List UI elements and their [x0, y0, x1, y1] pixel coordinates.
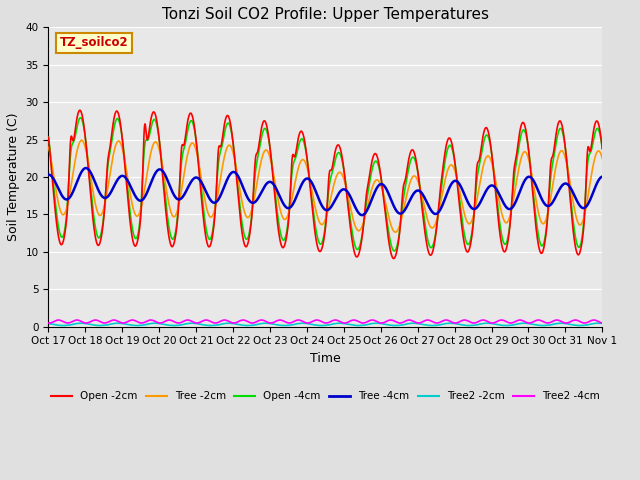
Open -2cm: [230, 149, 238, 155]
Open -4cm: [45, 134, 52, 140]
Tree2 -4cm: [45, 320, 52, 326]
Tree2 -4cm: [598, 320, 606, 326]
Tree2 -4cm: [580, 320, 588, 326]
Tree2 -4cm: [572, 317, 579, 323]
Tree2 -2cm: [598, 321, 606, 326]
Tree -4cm: [412, 188, 420, 194]
Tree2 -2cm: [484, 320, 492, 326]
Open -4cm: [484, 134, 492, 140]
Tree2 -4cm: [168, 318, 175, 324]
Tree -2cm: [484, 153, 492, 159]
Text: TZ_soilco2: TZ_soilco2: [60, 36, 128, 49]
Line: Tree -4cm: Tree -4cm: [49, 168, 602, 215]
Tree -2cm: [45, 144, 52, 150]
Tree2 -2cm: [520, 320, 528, 326]
Open -2cm: [390, 256, 397, 262]
Tree -4cm: [168, 188, 176, 194]
Open -2cm: [533, 235, 541, 240]
Title: Tonzi Soil CO2 Profile: Upper Temperatures: Tonzi Soil CO2 Profile: Upper Temperatur…: [162, 7, 489, 22]
Open -2cm: [155, 131, 163, 136]
Line: Open -4cm: Open -4cm: [49, 118, 602, 251]
Line: Tree -2cm: Tree -2cm: [49, 140, 602, 232]
Line: Tree2 -2cm: Tree2 -2cm: [49, 323, 602, 325]
Open -2cm: [168, 244, 176, 250]
Tree2 -4cm: [532, 317, 540, 323]
Open -4cm: [168, 236, 176, 241]
Y-axis label: Soil Temperature (C): Soil Temperature (C): [7, 113, 20, 241]
Tree -4cm: [45, 172, 52, 178]
Open -4cm: [598, 145, 606, 151]
Tree -2cm: [533, 204, 541, 210]
Line: Open -2cm: Open -2cm: [49, 110, 602, 259]
Legend: Open -2cm, Tree -2cm, Open -4cm, Tree -4cm, Tree2 -2cm, Tree2 -4cm: Open -2cm, Tree -2cm, Open -4cm, Tree -4…: [47, 387, 604, 406]
Open -4cm: [77, 115, 84, 120]
Tree -2cm: [392, 229, 399, 235]
Tree2 -2cm: [230, 321, 237, 326]
Tree -4cm: [484, 185, 492, 191]
Tree -2cm: [155, 144, 163, 150]
Open -4cm: [230, 147, 238, 153]
Tree2 -2cm: [412, 321, 419, 326]
Open -2cm: [412, 157, 420, 163]
Tree -4cm: [358, 212, 366, 218]
Open -2cm: [76, 108, 84, 113]
Tree -2cm: [168, 212, 176, 218]
Tree2 -4cm: [154, 320, 162, 325]
Tree -2cm: [412, 174, 420, 180]
Tree -2cm: [77, 137, 85, 143]
Open -4cm: [533, 225, 541, 231]
Tree -4cm: [82, 165, 90, 171]
Tree -4cm: [230, 169, 238, 175]
Tree -4cm: [533, 186, 541, 192]
Open -4cm: [412, 160, 420, 166]
Open -2cm: [484, 129, 492, 135]
Line: Tree2 -4cm: Tree2 -4cm: [49, 320, 602, 323]
Tree2 -2cm: [533, 322, 541, 328]
Tree2 -2cm: [428, 323, 436, 328]
Open -2cm: [598, 146, 606, 152]
Tree2 -4cm: [412, 319, 419, 325]
Tree2 -2cm: [45, 321, 52, 326]
Tree -4cm: [155, 167, 163, 172]
Tree2 -2cm: [154, 321, 162, 326]
Open -4cm: [155, 132, 163, 137]
Tree2 -4cm: [484, 319, 492, 324]
Open -2cm: [45, 134, 52, 140]
Tree2 -2cm: [168, 323, 175, 328]
Tree -2cm: [230, 154, 238, 159]
Tree2 -4cm: [230, 320, 237, 326]
Tree -2cm: [598, 156, 606, 161]
Open -4cm: [390, 248, 398, 254]
Tree -4cm: [598, 174, 606, 180]
X-axis label: Time: Time: [310, 352, 340, 365]
